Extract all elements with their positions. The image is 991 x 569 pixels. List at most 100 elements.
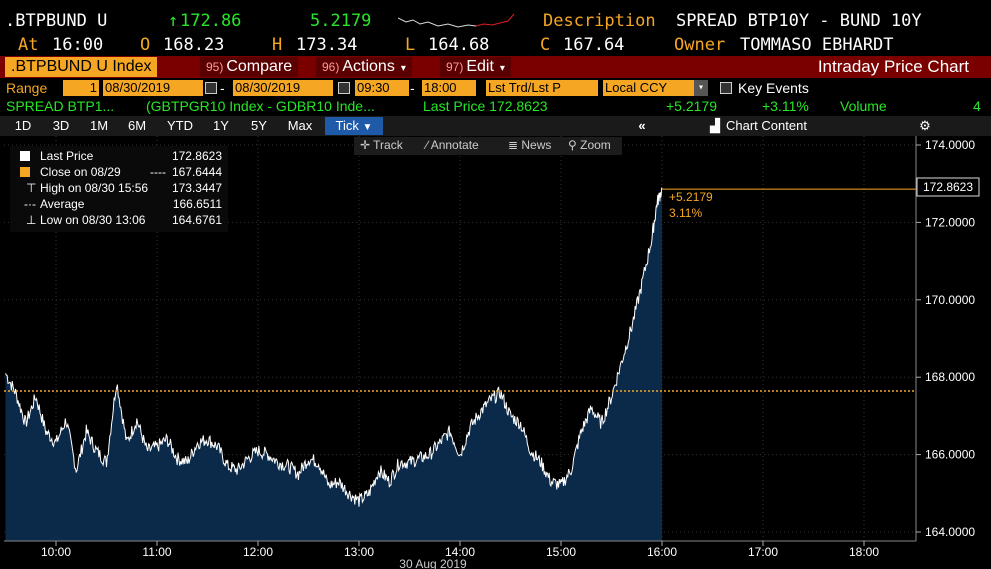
period-tick-label: Tick	[335, 118, 359, 133]
y-tick-label: 174.0000	[925, 138, 975, 152]
open-value: 168.23	[163, 35, 225, 55]
legend-label: Last Price	[40, 149, 94, 163]
legend-value: 166.6511	[172, 197, 222, 211]
zoom-label: Zoom	[580, 138, 611, 152]
legend-label: Close on 08/29	[40, 165, 121, 179]
x-tick-label: 14:00	[445, 545, 475, 559]
gear-icon[interactable]: ⚙	[919, 118, 931, 133]
mode-select[interactable]: Lst Trd/Lst P	[486, 80, 598, 96]
up-arrow-icon: ↑	[168, 11, 179, 31]
legend-close[interactable]: Close on 08/29 ---- 167.6444	[14, 164, 224, 180]
start-time-field[interactable]: 09:30	[355, 80, 409, 96]
high-label: H	[272, 35, 283, 55]
legend-average[interactable]: -·- Average 166.6511	[14, 196, 224, 212]
annotation-pct: 3.11%	[669, 206, 702, 220]
edit-button[interactable]: 97) Edit ▾	[440, 57, 511, 77]
change-value: 5.2179	[310, 11, 372, 31]
legend-low[interactable]: ⊥ Low on 08/30 13:06 164.6761	[14, 212, 224, 228]
info-change-pct: +3.11%	[762, 98, 809, 114]
sparkline-icon	[398, 13, 515, 28]
chart-content-icon[interactable]: ▟	[710, 118, 720, 133]
x-tick-label: 18:00	[849, 545, 879, 559]
calendar-icon[interactable]	[338, 82, 350, 94]
period-1d[interactable]: 1D	[14, 118, 32, 133]
track-label: Track	[373, 138, 403, 152]
compare-button[interactable]: 95) Compare	[200, 57, 299, 77]
actions-label: Actions	[342, 58, 395, 75]
triangle-down-icon: ▼	[362, 122, 373, 133]
y-tick-label: 170.0000	[925, 293, 975, 307]
x-tick-label: 15:00	[546, 545, 576, 559]
index-tab[interactable]: .BTPBUND U Index	[5, 57, 158, 77]
ticker: .BTPBUND U	[5, 11, 108, 31]
owner-value: TOMMASO EBHARDT	[740, 35, 894, 55]
range-dash: -	[220, 80, 225, 96]
period-1y[interactable]: 1Y	[213, 118, 229, 133]
x-axis-title: 30 Aug 2019	[399, 557, 467, 569]
chart-legend: Last Price 172.8623 Close on 08/29 ---- …	[10, 146, 228, 232]
last-price-text: Last Price 172.8623	[423, 98, 548, 114]
annotate-label: Annotate	[430, 138, 479, 152]
owner-label: Owner	[674, 35, 726, 55]
period-5y[interactable]: 5Y	[251, 118, 267, 133]
zoom-tool[interactable]: ⚲ Zoom	[568, 138, 611, 152]
security-name: SPREAD BTP1...	[6, 98, 115, 114]
price-area	[5, 187, 662, 541]
chevron-down-icon: ▾	[400, 63, 406, 74]
end-time-field[interactable]: 18:00	[422, 80, 476, 96]
time-value: 16:00	[52, 35, 104, 55]
period-max[interactable]: Max	[287, 118, 313, 133]
legend-value: 164.6761	[171, 213, 222, 227]
volume-label: Volume	[840, 98, 887, 114]
price-chart[interactable]: 164.0000 166.0000 168.0000 170.0000 172.0000…	[0, 136, 991, 569]
key-events-checkbox[interactable]	[720, 82, 732, 94]
news-tool[interactable]: ≣ News	[508, 138, 552, 152]
description: SPREAD BTP10Y - BUND 10Y	[676, 11, 922, 31]
x-tick-label: 16:00	[647, 545, 677, 559]
x-tick-label: 10:00	[41, 545, 71, 559]
annotate-tool[interactable]: ∕ Annotate	[426, 138, 479, 152]
x-tick-label: 11:00	[142, 545, 171, 559]
start-date-field[interactable]: 08/30/2019	[103, 80, 203, 96]
x-tick-label: 17:00	[748, 545, 778, 559]
average-marker-icon: -·-	[24, 197, 36, 211]
track-tool[interactable]: ✛ Track	[360, 138, 403, 152]
end-date-field[interactable]: 08/30/2019	[233, 80, 333, 96]
collapse-icon[interactable]: «	[638, 118, 646, 133]
x-tick-label: 13:00	[344, 545, 374, 559]
edit-num: 97)	[446, 60, 464, 74]
high-value: 173.34	[296, 35, 358, 55]
close-value: 167.64	[563, 35, 625, 55]
legend-label: Average	[40, 197, 85, 211]
description-label: Description	[543, 11, 656, 31]
legend-last-price[interactable]: Last Price 172.8623	[14, 148, 224, 164]
open-label: O	[140, 35, 151, 55]
range-label: Range	[6, 80, 48, 96]
period-6m[interactable]: 6M	[127, 118, 147, 133]
at-label: At	[18, 35, 39, 55]
period-3d[interactable]: 3D	[52, 118, 70, 133]
range-qty-field[interactable]: 1	[63, 80, 99, 96]
calendar-icon[interactable]	[205, 82, 217, 94]
volume-value: 4	[973, 98, 981, 114]
high-marker-icon: ⊤	[26, 181, 37, 195]
period-1m[interactable]: 1M	[89, 118, 109, 133]
low-label: L	[405, 35, 416, 55]
key-events-label: Key Events	[738, 80, 809, 96]
close-label: C	[540, 35, 551, 55]
legend-high[interactable]: ⊤ High on 08/30 15:56 173.3447	[14, 180, 224, 196]
actions-button[interactable]: 96) Actions ▾	[316, 57, 412, 77]
period-tick[interactable]: Tick ▼	[325, 117, 383, 135]
chevron-down-icon[interactable]: ▾	[694, 80, 708, 96]
price-line	[5, 187, 663, 507]
currency-select[interactable]: Local CCY	[603, 80, 695, 96]
price-tag: 172.8623	[923, 180, 973, 194]
chart-content-button[interactable]: Chart Content	[726, 118, 807, 133]
low-value: 164.68	[428, 35, 490, 55]
y-tick-label: 164.0000	[925, 525, 975, 539]
period-ytd[interactable]: YTD	[167, 118, 193, 133]
news-label: News	[521, 138, 552, 152]
legend-swatch	[20, 167, 30, 177]
edit-label: Edit	[466, 58, 494, 75]
y-tick-label: 172.0000	[925, 215, 975, 229]
